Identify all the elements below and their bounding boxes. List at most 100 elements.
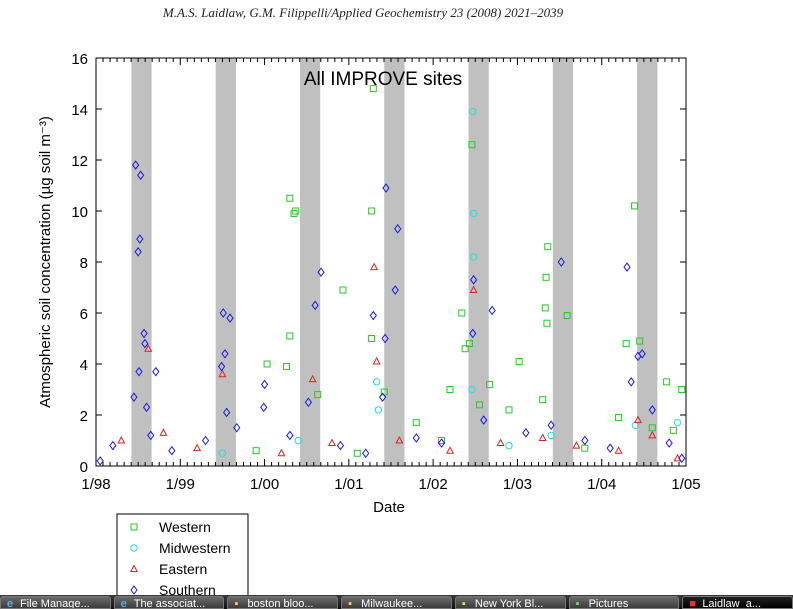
x-tick-label: 1/02	[419, 476, 448, 493]
legend-marker-southern	[130, 585, 138, 595]
journal-header: M.A.S. Laidlaw, G.M. Filippelli/Applied …	[162, 5, 564, 20]
data-point-western	[486, 380, 494, 388]
data-point-midwestern	[218, 449, 227, 457]
taskbar-button[interactable]: e File Manage...	[0, 596, 111, 609]
y-tick-label: 2	[80, 408, 88, 425]
data-point-western	[263, 360, 271, 368]
data-point-western	[631, 202, 639, 210]
x-tick-label: 1/04	[587, 476, 616, 493]
folder-icon: ▪	[461, 598, 466, 609]
data-point-southern	[606, 443, 614, 453]
data-point-southern	[142, 402, 151, 413]
data-point-midwestern	[294, 436, 302, 445]
taskbar-button-label: Pictures	[588, 598, 629, 609]
data-point-southern	[131, 160, 140, 170]
data-point-eastern	[395, 435, 404, 444]
data-point-eastern	[159, 428, 168, 436]
data-point-western	[368, 207, 376, 215]
taskbar-button[interactable]: e The associat...	[113, 596, 225, 609]
x-axis-label: Date	[373, 499, 405, 516]
data-point-western	[468, 141, 476, 149]
data-point-southern	[96, 456, 104, 466]
taskbar-button-label: The associat...	[133, 598, 206, 609]
data-point-southern	[547, 420, 555, 431]
data-point-western	[648, 424, 656, 432]
data-point-southern	[665, 438, 673, 448]
data-point-western	[369, 85, 377, 93]
data-point-eastern	[614, 446, 623, 454]
chart-title: All IMPROVE sites	[304, 69, 462, 90]
data-point-midwestern	[468, 385, 476, 394]
taskbar-button[interactable]: ▪ New York Bl...	[454, 596, 566, 609]
shaded-period	[637, 58, 658, 466]
data-point-western	[636, 337, 644, 345]
data-point-southern	[437, 438, 446, 448]
data-point-western	[461, 345, 469, 353]
data-point-western	[446, 386, 454, 393]
y-tick-label: 10	[71, 204, 88, 221]
data-point-southern	[141, 338, 149, 349]
data-point-western	[678, 386, 686, 393]
taskbar-button[interactable]: ■ Laidlaw_a...	[682, 596, 793, 609]
data-point-midwestern	[505, 441, 513, 450]
taskbar-button[interactable]: ▪ boston bloo...	[227, 596, 339, 609]
y-tick-label: 8	[80, 255, 88, 272]
data-point-eastern	[193, 443, 202, 452]
data-point-eastern	[445, 446, 455, 454]
data-point-eastern	[144, 344, 153, 352]
data-point-eastern	[372, 356, 381, 365]
data-point-eastern	[496, 438, 505, 447]
data-point-eastern	[648, 430, 657, 439]
data-point-southern	[134, 246, 142, 257]
legend-marker-eastern	[129, 564, 139, 572]
data-point-western	[252, 447, 260, 455]
data-point-eastern	[572, 441, 581, 449]
data-point-southern	[311, 300, 319, 311]
data-point-western	[669, 426, 677, 434]
data-point-western	[353, 449, 361, 457]
data-point-western	[458, 309, 466, 317]
pdf-icon: ■	[689, 598, 696, 609]
data-point-southern	[221, 348, 229, 359]
data-point-southern	[557, 257, 565, 267]
data-point-southern	[488, 305, 496, 316]
data-point-midwestern	[469, 209, 478, 218]
data-point-southern	[135, 366, 143, 377]
taskbar-button-label: New York Bl...	[474, 598, 544, 609]
data-point-western	[542, 273, 550, 281]
x-tick-label: 1/01	[334, 476, 363, 493]
taskbar-button-label: boston bloo...	[247, 598, 314, 609]
y-tick-label: 16	[71, 51, 88, 68]
data-point-midwestern	[374, 406, 383, 414]
data-point-southern	[223, 407, 231, 418]
data-point-southern	[412, 433, 420, 443]
data-point-southern	[317, 267, 325, 278]
taskbar: e File Manage... e The associat... ▪ boston b…	[0, 595, 793, 609]
legend: Western Midwestern Eastern Southern	[116, 513, 249, 605]
taskbar-button[interactable]: ▪ Milwaukee...	[341, 596, 452, 609]
legend-label: Eastern	[159, 561, 207, 577]
data-point-southern	[648, 405, 656, 415]
data-point-western	[476, 401, 483, 409]
y-tick-label: 0	[80, 459, 88, 476]
data-point-western	[282, 363, 290, 371]
data-point-western	[539, 396, 547, 404]
data-point-southern	[638, 348, 646, 359]
x-tick-label: 1/98	[81, 476, 110, 493]
data-point-southern	[109, 440, 117, 451]
data-point-southern	[362, 448, 370, 459]
data-point-southern	[469, 275, 478, 285]
legend-label: Southern	[159, 582, 216, 598]
taskbar-button-label: Milwaukee...	[361, 598, 423, 609]
data-point-western	[286, 194, 294, 202]
legend-label: Western	[159, 519, 211, 535]
data-point-western	[663, 378, 671, 386]
taskbar-button[interactable]: ▪ Pictures	[568, 596, 680, 609]
data-point-southern	[260, 379, 269, 390]
ie-icon: e	[7, 598, 14, 609]
shaded-period	[215, 58, 236, 466]
data-point-eastern	[469, 285, 478, 294]
data-point-southern	[623, 262, 631, 272]
legend-label: Midwestern	[159, 540, 231, 556]
